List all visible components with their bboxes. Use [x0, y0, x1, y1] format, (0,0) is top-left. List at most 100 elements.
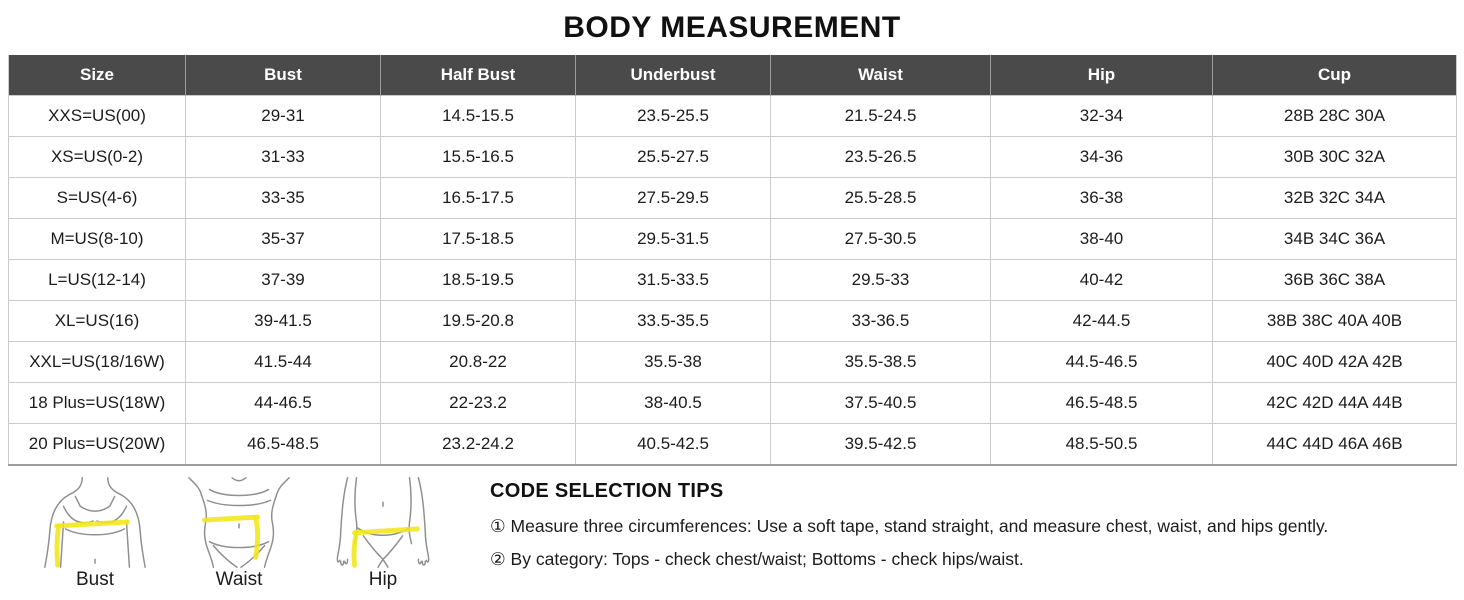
bust-diagram: Bust: [36, 476, 154, 591]
measurement-cell: 41.5-44: [185, 341, 381, 383]
waist-diagram: Waist: [180, 476, 298, 591]
table-row: 18 Plus=US(18W) 44-46.5 22-23.2 38-40.5 37.5…: [8, 382, 1457, 424]
measurement-cell: 42-44.5: [990, 300, 1213, 342]
table-row: XXS=US(00) 29-31 14.5-15.5 23.5-25.5 21.5-24…: [8, 95, 1457, 137]
code-selection-tips: CODE SELECTION TIPS ① Measure three circ…: [490, 476, 1328, 581]
diagram-label-waist: Waist: [215, 569, 263, 590]
measurement-cell: 18.5-19.5: [380, 259, 576, 301]
size-cell: XXL=US(18/16W): [8, 341, 186, 383]
measurement-cell: 31-33: [185, 136, 381, 178]
measurement-cell: 38-40.5: [575, 382, 771, 424]
measurement-cell: 16.5-17.5: [380, 177, 576, 219]
measurement-cell: 28B 28C 30A: [1212, 95, 1457, 137]
measurement-cell: 33.5-35.5: [575, 300, 771, 342]
size-cell: 20 Plus=US(20W): [8, 423, 186, 466]
measurement-cell: 38B 38C 40A 40B: [1212, 300, 1457, 342]
table-row: XXL=US(18/16W) 41.5-44 20.8-22 35.5-38 35.5-…: [8, 341, 1457, 383]
column-header-size: Size: [8, 55, 186, 96]
column-header-underbust: Underbust: [575, 55, 771, 96]
table-row: L=US(12-14) 37-39 18.5-19.5 31.5-33.5 29.5-3…: [8, 259, 1457, 301]
measurement-diagrams: Bust: [36, 476, 442, 591]
measurement-cell: 22-23.2: [380, 382, 576, 424]
measurement-cell: 37.5-40.5: [770, 382, 991, 424]
measurement-cell: 23.2-24.2: [380, 423, 576, 466]
tip-item-1: ① Measure three circumferences: Use a so…: [490, 516, 1329, 536]
measurement-cell: 35.5-38.5: [770, 341, 991, 383]
measurement-cell: 27.5-29.5: [575, 177, 771, 219]
measurement-cell: 32B 32C 34A: [1212, 177, 1457, 219]
measuring-tape-line: [54, 519, 130, 529]
table-row: 20 Plus=US(20W) 46.5-48.5 23.2-24.2 40.5-42…: [8, 423, 1457, 466]
bust-figure-icon: [44, 477, 146, 568]
measurement-cell: 25.5-28.5: [770, 177, 991, 219]
size-chart-table: Size Bust Half Bust Underbust Waist Hip …: [8, 55, 1457, 466]
hip-diagram: Hip: [324, 476, 442, 591]
measuring-tape-line: [352, 526, 420, 536]
figure-outline: [336, 477, 430, 568]
measurement-cell: 46.5-48.5: [185, 423, 381, 466]
measurement-cell: 23.5-25.5: [575, 95, 771, 137]
measurement-cell: 17.5-18.5: [380, 218, 576, 260]
table-header-row: Size Bust Half Bust Underbust Waist Hip …: [8, 55, 1457, 96]
measurement-cell: 29-31: [185, 95, 381, 137]
size-cell: 18 Plus=US(18W): [8, 382, 186, 424]
figure-outline: [44, 477, 146, 568]
table-row: S=US(4-6) 33-35 16.5-17.5 27.5-29.5 25.5-28.…: [8, 177, 1457, 219]
measurement-cell: 36B 36C 38A: [1212, 259, 1457, 301]
table-row: XL=US(16) 39-41.5 19.5-20.8 33.5-35.5 33-36.…: [8, 300, 1457, 342]
measurement-cell: 44C 44D 46A 46B: [1212, 423, 1457, 466]
measuring-tape-line: [202, 514, 261, 523]
measurement-cell: 40-42: [990, 259, 1213, 301]
measurement-cell: 23.5-26.5: [770, 136, 991, 178]
diagram-label-bust: Bust: [75, 569, 115, 590]
measurement-cell: 35.5-38: [575, 341, 771, 383]
measurement-cell: 14.5-15.5: [380, 95, 576, 137]
size-cell: XS=US(0-2): [8, 136, 186, 178]
measuring-tape-end: [351, 530, 359, 568]
measurement-cell: 25.5-27.5: [575, 136, 771, 178]
measurement-cell: 29.5-31.5: [575, 218, 771, 260]
measurement-cell: 44-46.5: [185, 382, 381, 424]
measurement-cell: 34-36: [990, 136, 1213, 178]
measurement-cell: 42C 42D 44A 44B: [1212, 382, 1457, 424]
measurement-guide-section: Bust: [0, 476, 1464, 591]
measurement-cell: 29.5-33: [770, 259, 991, 301]
measurement-cell: 37-39: [185, 259, 381, 301]
measurement-cell: 39-41.5: [185, 300, 381, 342]
figure-outline: [188, 477, 290, 568]
tips-heading: CODE SELECTION TIPS: [490, 480, 724, 502]
measurement-cell: 15.5-16.5: [380, 136, 576, 178]
measurement-cell: 19.5-20.8: [380, 300, 576, 342]
measurement-cell: 48.5-50.5: [990, 423, 1213, 466]
size-cell: L=US(12-14): [8, 259, 186, 301]
tip-item-2: ② By category: Tops - check chest/waist;…: [490, 549, 1024, 569]
measurement-cell: 40.5-42.5: [575, 423, 771, 466]
size-cell: S=US(4-6): [8, 177, 186, 219]
column-header-bust: Bust: [185, 55, 381, 96]
waist-figure-icon: [188, 477, 290, 568]
measurement-cell: 46.5-48.5: [990, 382, 1213, 424]
measurement-cell: 30B 30C 32A: [1212, 136, 1457, 178]
size-cell: XXS=US(00): [8, 95, 186, 137]
hip-figure-icon: [336, 477, 430, 568]
measurement-cell: 34B 34C 36A: [1212, 218, 1457, 260]
measurement-cell: 38-40: [990, 218, 1213, 260]
column-header-half-bust: Half Bust: [380, 55, 576, 96]
size-chart-body: XXS=US(00) 29-31 14.5-15.5 23.5-25.5 21.5-24…: [8, 95, 1457, 466]
diagram-label-hip: Hip: [368, 569, 398, 590]
column-header-hip: Hip: [990, 55, 1213, 96]
measurement-cell: 31.5-33.5: [575, 259, 771, 301]
measurement-cell: 36-38: [990, 177, 1213, 219]
table-row: XS=US(0-2) 31-33 15.5-16.5 25.5-27.5 23.5-26…: [8, 136, 1457, 178]
measurement-cell: 39.5-42.5: [770, 423, 991, 466]
measurement-cell: 27.5-30.5: [770, 218, 991, 260]
column-header-waist: Waist: [770, 55, 991, 96]
measurement-cell: 33-36.5: [770, 300, 991, 342]
measuring-tape-end: [54, 523, 62, 568]
measurement-cell: 33-35: [185, 177, 381, 219]
measurement-cell: 20.8-22: [380, 341, 576, 383]
page-title: BODY MEASUREMENT: [563, 11, 901, 44]
measurement-cell: 44.5-46.5: [990, 341, 1213, 383]
measuring-tape-end: [253, 515, 261, 560]
